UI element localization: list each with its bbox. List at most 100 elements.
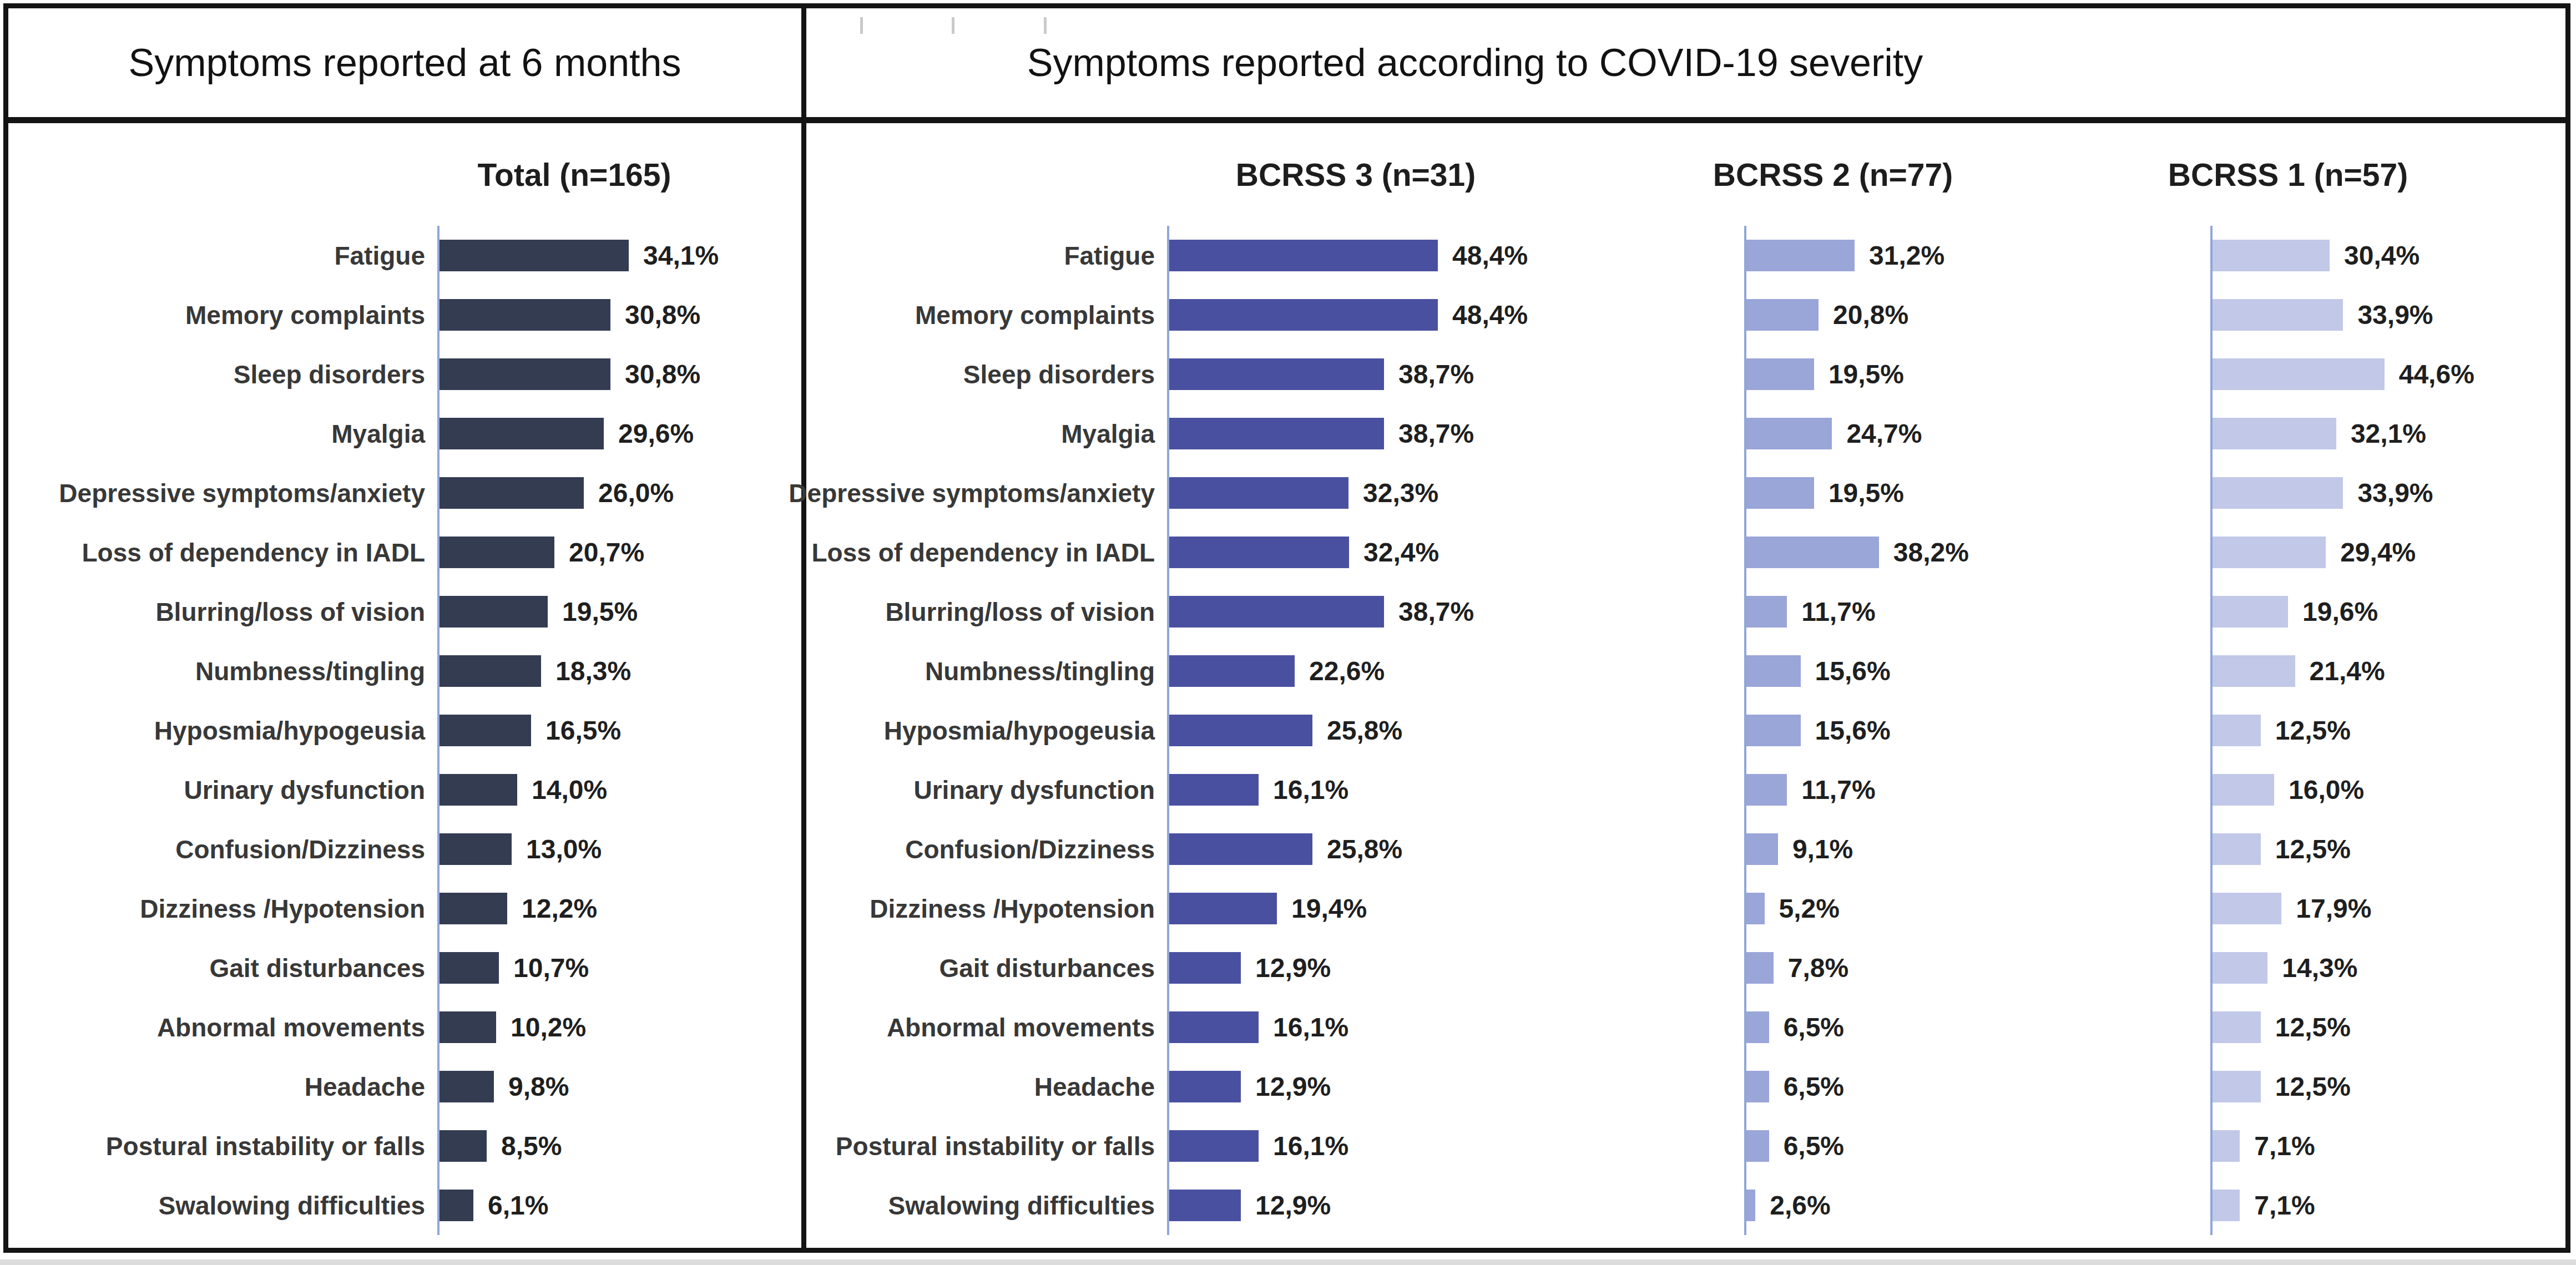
bar-value-label: 19,4% xyxy=(1291,893,1367,924)
bar-value-label: 5,2% xyxy=(1779,893,1840,924)
category-label: Myalgia xyxy=(1061,419,1167,449)
bar-area: 22,6% xyxy=(1167,641,1744,701)
bar xyxy=(1746,1011,1769,1043)
bar-value-label: 32,4% xyxy=(1363,537,1439,568)
bar-area: 11,7% xyxy=(1744,582,2210,641)
axis-line: 44,6% xyxy=(2210,345,2565,404)
table-row: 6,5% xyxy=(1744,1057,2210,1116)
table-row: Depressive symptoms/anxiety xyxy=(806,463,1167,523)
bar xyxy=(1746,240,1855,271)
table-row: Gait disturbances10,7% xyxy=(8,938,801,998)
bar xyxy=(440,1190,473,1221)
category-label: Loss of dependency in IADL xyxy=(811,538,1167,568)
table-row: 5,2% xyxy=(1744,879,2210,938)
table-row: 25,8% xyxy=(1167,701,1744,760)
bar-area: 8,5% xyxy=(437,1116,801,1176)
bar-value-label: 48,4% xyxy=(1452,240,1528,271)
bar xyxy=(440,1130,487,1162)
bar-value-label: 19,5% xyxy=(562,596,638,627)
bar xyxy=(1169,655,1295,687)
table-row: Confusion/Dizziness xyxy=(806,819,1167,879)
bar-value-label: 12,5% xyxy=(2275,1071,2351,1102)
bar-area: 34,1% xyxy=(437,226,801,285)
table-row: 16,1% xyxy=(1167,760,1744,819)
table-row: 12,5% xyxy=(2210,1057,2565,1116)
bar-area: 19,4% xyxy=(1167,879,1744,938)
bar-value-label: 32,1% xyxy=(2351,418,2426,449)
table-row: Fatigue34,1% xyxy=(8,226,801,285)
bar xyxy=(1746,537,1879,568)
table-row: 7,8% xyxy=(1744,938,2210,998)
table-row: Blurring/loss of vision19,5% xyxy=(8,582,801,641)
axis-line: 12,5% xyxy=(2210,1057,2565,1116)
bar-area: 15,6% xyxy=(1744,701,2210,760)
bar xyxy=(1746,1071,1769,1102)
bar-area: 15,6% xyxy=(1744,641,2210,701)
table-row: 9,1% xyxy=(1744,819,2210,879)
table-row: Abnormal movements xyxy=(806,998,1167,1057)
category-label: Urinary dysfunction xyxy=(8,775,437,805)
bar-area: 21,4% xyxy=(2210,641,2565,701)
chart-total: Total (n=165) Fatigue34,1%Memory complai… xyxy=(8,123,801,1248)
bar-value-label: 25,8% xyxy=(1327,834,1402,864)
figure-frame: Symptoms reported at 6 months Symptoms r… xyxy=(3,3,2570,1253)
table-row: 12,9% xyxy=(1167,938,1744,998)
bar xyxy=(1746,358,1814,390)
bar xyxy=(1746,655,1801,687)
bar xyxy=(2213,774,2274,806)
bar-value-label: 10,7% xyxy=(513,953,589,983)
bar-area: 12,5% xyxy=(2210,1057,2565,1116)
header-row: Symptoms reported at 6 months Symptoms r… xyxy=(8,8,2565,123)
table-row: Dizziness /Hypotension xyxy=(806,879,1167,938)
severity-panel: FatigueMemory complaintsSleep disordersM… xyxy=(806,123,2565,1248)
category-label: Gait disturbances xyxy=(939,953,1167,983)
category-label: Hyposmia/hypogeusia xyxy=(884,716,1167,746)
axis-line: 12,5% xyxy=(2210,819,2565,879)
bar-value-label: 21,4% xyxy=(2310,656,2385,686)
axis-line: 19,5% xyxy=(1744,345,2210,404)
left-panel-header-cell: Symptoms reported at 6 months xyxy=(8,8,806,117)
bar-area: 12,9% xyxy=(1167,938,1744,998)
bar-value-label: 29,6% xyxy=(618,418,694,449)
table-row: Myalgia29,6% xyxy=(8,404,801,463)
axis-line: 2,6% xyxy=(1744,1176,2210,1235)
bar-area: 6,5% xyxy=(1744,1116,2210,1176)
bar xyxy=(2213,952,2267,984)
bar-value-label: 11,7% xyxy=(1801,596,1875,627)
axis-line: 31,2% xyxy=(1744,226,2210,285)
bar-area: 16,1% xyxy=(1167,998,1744,1057)
axis-line: 19,5% xyxy=(1744,463,2210,523)
category-label: Memory complaints xyxy=(8,300,437,330)
table-row: 12,9% xyxy=(1167,1176,1744,1235)
table-row: 25,8% xyxy=(1167,819,1744,879)
bar-area: 19,5% xyxy=(437,582,801,641)
category-label: Blurring/loss of vision xyxy=(885,597,1167,627)
chart-bcrss2: BCRSS 2 (n=77) 31,2%20,8%19,5%24,7%19,5%… xyxy=(1744,123,2210,1248)
axis-line: 16,1% xyxy=(1167,1116,1744,1176)
table-row: 19,6% xyxy=(2210,582,2565,641)
axis-line: 32,1% xyxy=(2210,404,2565,463)
table-row: Hyposmia/hypogeusia xyxy=(806,701,1167,760)
right-panel-header-cell: Symptoms reported according to COVID-19 … xyxy=(806,8,2565,117)
bar-area: 33,9% xyxy=(2210,463,2565,523)
bar-value-label: 32,3% xyxy=(1363,478,1438,508)
axis-line: 16,0% xyxy=(2210,760,2565,819)
bar xyxy=(1169,1190,1241,1221)
bar-area: 12,9% xyxy=(1167,1057,1744,1116)
bar-area: 5,2% xyxy=(1744,879,2210,938)
table-row: 38,7% xyxy=(1167,582,1744,641)
axis-line: 6,5% xyxy=(1744,1057,2210,1116)
bar-value-label: 38,2% xyxy=(1893,537,1969,568)
bar xyxy=(2213,655,2295,687)
bar-value-label: 7,1% xyxy=(2254,1131,2315,1161)
table-row: 29,4% xyxy=(2210,523,2565,582)
bar xyxy=(1746,418,1832,449)
axis-line: 14,0% xyxy=(437,760,801,819)
table-row: 19,4% xyxy=(1167,879,1744,938)
bar-area: 32,1% xyxy=(2210,404,2565,463)
category-label: Depressive symptoms/anxiety xyxy=(8,478,437,508)
bar-value-label: 19,6% xyxy=(2302,596,2378,627)
bar xyxy=(2213,833,2261,865)
bar-value-label: 9,1% xyxy=(1792,834,1853,864)
bar-area: 18,3% xyxy=(437,641,801,701)
